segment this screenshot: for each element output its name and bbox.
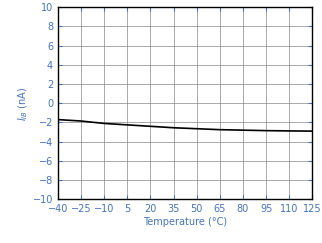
X-axis label: Temperature (°C): Temperature (°C) — [143, 217, 227, 227]
Y-axis label: $I_{IB}$ (nA): $I_{IB}$ (nA) — [16, 86, 30, 121]
